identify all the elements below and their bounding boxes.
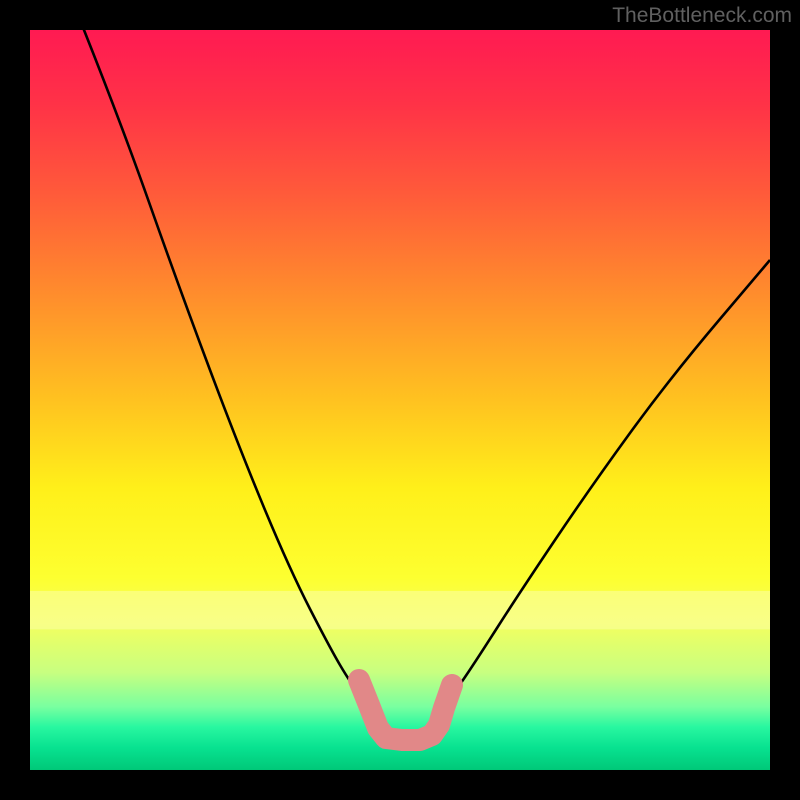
watermark-label: TheBottleneck.com [612, 4, 792, 28]
pale-band [30, 591, 770, 630]
chart-svg [30, 30, 770, 770]
plot-area [30, 30, 770, 770]
gradient-background [30, 30, 770, 770]
